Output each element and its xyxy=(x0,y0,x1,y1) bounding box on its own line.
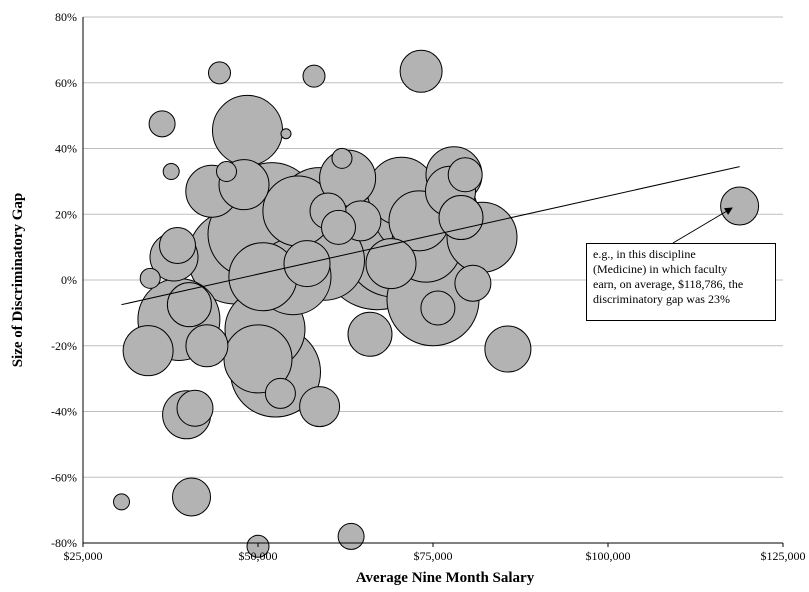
y-tick-label: -20% xyxy=(51,339,77,353)
y-tick-label: 40% xyxy=(55,142,77,156)
bubble xyxy=(139,267,161,289)
bubble xyxy=(420,290,456,326)
y-tick-label: -40% xyxy=(51,405,77,419)
annotation-line-4: discriminatory gap was 23% xyxy=(593,292,730,306)
bubble xyxy=(166,282,212,328)
bubble xyxy=(484,325,532,373)
x-tick-label: $100,000 xyxy=(586,549,631,563)
x-tick-label: $125,000 xyxy=(761,549,806,563)
bubble xyxy=(159,226,196,264)
x-tick-label: $75,000 xyxy=(414,549,453,563)
bubble xyxy=(148,110,176,138)
bubble xyxy=(172,477,211,517)
bubble xyxy=(185,324,229,368)
y-tick-label: -60% xyxy=(51,470,77,484)
annotation-callout: e.g., in this discipline (Medicine) in w… xyxy=(586,243,776,321)
bubble xyxy=(399,49,443,93)
bubble xyxy=(720,186,760,226)
bubble xyxy=(321,209,356,245)
bubble xyxy=(113,493,130,511)
bubble xyxy=(447,157,483,193)
bubble xyxy=(454,264,492,302)
y-axis-title: Size of Discriminatory Gap xyxy=(10,193,26,368)
y-tick-label: 0% xyxy=(61,273,77,287)
bubble xyxy=(438,195,484,241)
x-axis-title: Average Nine Month Salary xyxy=(356,570,535,586)
bubble xyxy=(176,389,214,427)
bubble xyxy=(347,311,393,357)
bubble xyxy=(302,64,326,88)
bubble xyxy=(331,147,353,169)
x-tick-label: $50,000 xyxy=(239,549,278,563)
y-tick-label: 20% xyxy=(55,207,77,221)
bubble xyxy=(122,325,174,377)
tick-labels: -80% -60% -40% -20% 0% 20% 40% 60% 80% $25,000 $50… xyxy=(51,10,806,563)
callout-arrow xyxy=(672,207,733,244)
x-tick-label: $25,000 xyxy=(64,549,103,563)
bubble xyxy=(208,61,231,85)
bubble xyxy=(299,386,341,428)
y-tick-label: 60% xyxy=(55,76,77,90)
bubble xyxy=(337,522,365,550)
bubbles xyxy=(113,49,760,558)
bubble xyxy=(212,94,283,166)
annotation-line-1: e.g., in this discipline xyxy=(593,247,696,261)
y-tick-label: 80% xyxy=(55,10,77,24)
annotation-line-3: earn, on average, $118,786, the xyxy=(593,277,744,291)
trendline xyxy=(121,166,740,306)
y-tick-label: -80% xyxy=(51,536,77,550)
bubble xyxy=(223,324,293,394)
bubble xyxy=(264,377,296,409)
bubble xyxy=(280,128,292,140)
bubble xyxy=(216,161,237,183)
bubble xyxy=(162,163,180,181)
bubble xyxy=(365,238,417,290)
annotation-line-2: (Medicine) in which faculty xyxy=(593,262,728,276)
